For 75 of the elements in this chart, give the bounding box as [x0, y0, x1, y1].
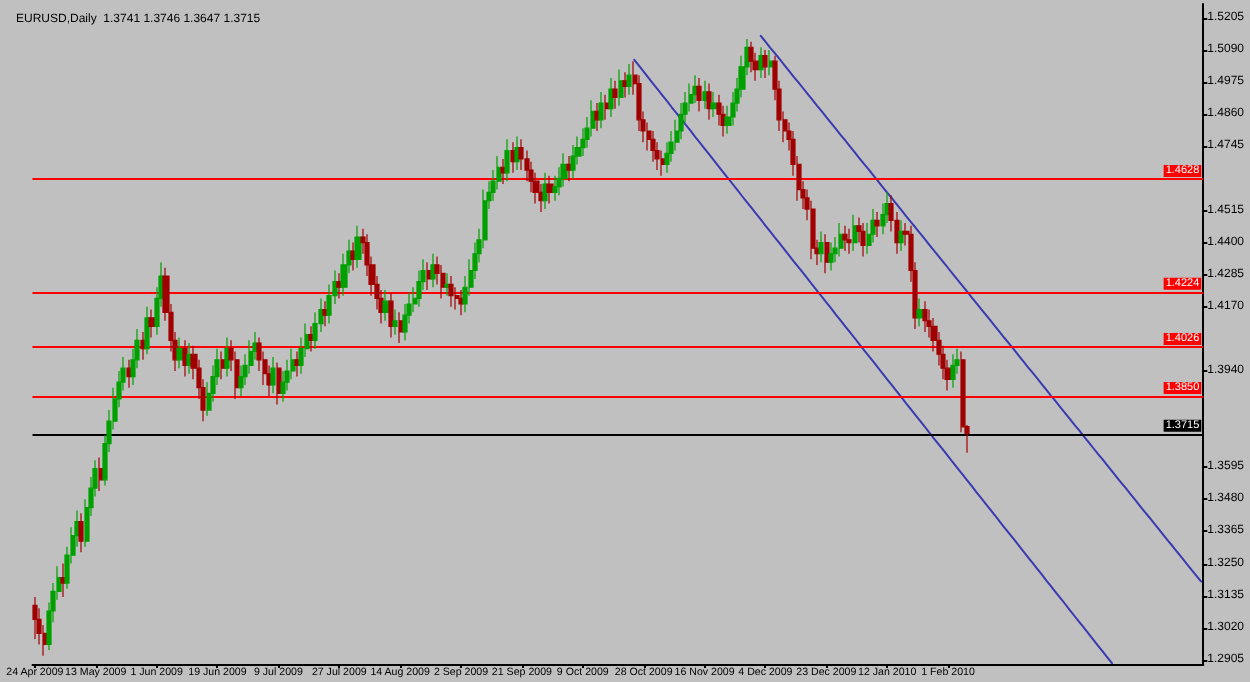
candlestick [458, 289, 464, 316]
candlestick [504, 138, 510, 182]
candlestick [852, 214, 858, 252]
candlestick [144, 306, 150, 355]
candlestick [874, 211, 880, 238]
candlestick [608, 77, 614, 118]
line-series [633, 58, 1113, 665]
candlestick [860, 222, 866, 258]
candlestick [444, 272, 450, 297]
candlestick [612, 80, 618, 110]
candlestick [706, 82, 712, 121]
candlestick [322, 300, 328, 327]
candlestick [430, 253, 436, 288]
candlestick [224, 336, 230, 378]
candlestick [842, 225, 848, 252]
candlestick [618, 68, 624, 107]
candlestick [748, 41, 754, 73]
candlestick [818, 230, 824, 263]
candlestick [294, 350, 300, 378]
candlestick [838, 222, 844, 258]
candlestick [398, 311, 404, 344]
candlestick [824, 233, 830, 274]
candlestick [148, 308, 156, 339]
candlestick [308, 325, 314, 353]
candlestick [660, 149, 666, 177]
candlestick [392, 308, 398, 336]
candlestick [702, 80, 708, 110]
candlestick [448, 275, 454, 308]
candlestick [552, 175, 558, 202]
candlestick [388, 292, 394, 339]
candlestick [768, 49, 774, 76]
candlestick [426, 261, 432, 291]
candlestick [604, 94, 610, 121]
candlestick [350, 242, 356, 272]
candlestick [898, 219, 904, 252]
candlestick [60, 562, 66, 598]
candlestick [220, 350, 226, 380]
candlestick [276, 362, 282, 406]
candlestick [382, 289, 390, 322]
candlestick [510, 141, 516, 174]
candlestick [176, 336, 184, 369]
candlestick [514, 135, 520, 171]
candlestick [922, 300, 928, 333]
candlestick [762, 49, 768, 79]
candlestick [270, 356, 276, 394]
candlestick [570, 144, 576, 180]
candlestick [916, 297, 924, 327]
candlestick [140, 331, 146, 361]
candlestick [594, 102, 600, 132]
candlestick [32, 596, 38, 640]
candlestick [546, 175, 554, 205]
line-series [759, 34, 1202, 583]
candlestick [696, 77, 702, 113]
candlestick [78, 512, 84, 553]
candlestick [650, 130, 656, 163]
candlestick [354, 225, 362, 269]
candlestick [500, 158, 506, 185]
candlestick [182, 339, 188, 378]
candlestick [98, 456, 104, 492]
candlestick [186, 342, 192, 375]
candlestick [542, 172, 548, 210]
candlestick [692, 74, 698, 104]
candlestick [710, 91, 718, 118]
candlestick [440, 264, 446, 300]
candlestick [950, 353, 956, 389]
candlestick [336, 272, 342, 300]
candlestick [126, 359, 132, 389]
candlestick [828, 242, 834, 272]
candlestick [622, 71, 628, 99]
candlestick [846, 228, 852, 255]
candlestick [566, 155, 572, 182]
candlestick [598, 91, 604, 129]
candlestick [758, 46, 764, 79]
candlestick [626, 63, 632, 96]
candlestick [560, 152, 568, 188]
